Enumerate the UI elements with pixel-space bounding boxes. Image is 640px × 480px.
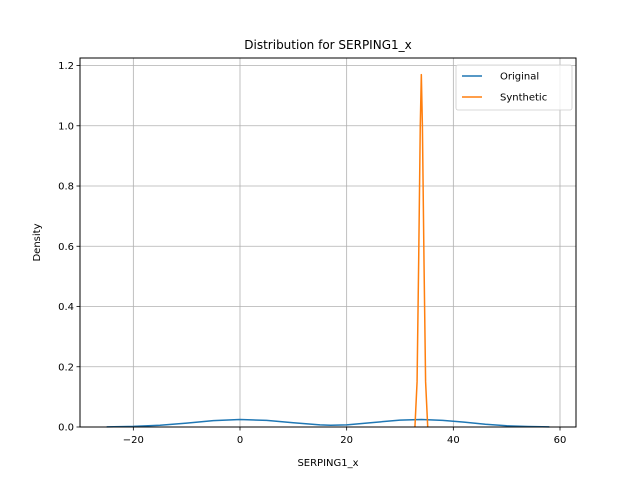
series-line-original xyxy=(106,418,550,428)
y-axis: 0.0 0.2 0.4 0.6 0.8 1.0 1.2 xyxy=(58,61,80,434)
x-tick-label: 40 xyxy=(447,435,460,446)
x-tick-label: 0 xyxy=(237,435,243,446)
y-tick-label: 1.2 xyxy=(58,61,74,72)
legend: Original Synthetic xyxy=(455,64,573,111)
x-tick-label: 20 xyxy=(340,435,353,446)
y-tick-label: 0.2 xyxy=(58,362,74,373)
y-tick-label: 0.4 xyxy=(58,302,74,313)
grid xyxy=(80,58,576,428)
y-tick-label: 1.0 xyxy=(58,121,74,132)
x-axis: −20 0 20 40 60 xyxy=(123,427,567,446)
x-axis-title: SERPING1_x xyxy=(297,458,358,469)
y-tick-label: 0.6 xyxy=(58,242,74,253)
legend-box xyxy=(455,64,573,111)
y-tick-label: 0.0 xyxy=(58,423,74,434)
x-tick-label: 60 xyxy=(554,435,567,446)
x-tick-label: −20 xyxy=(123,435,144,446)
y-tick-label: 0.8 xyxy=(58,182,74,193)
plot-frame xyxy=(79,57,577,428)
series-layer xyxy=(106,73,550,428)
legend-label-synthetic: Synthetic xyxy=(500,93,547,104)
legend-label-original: Original xyxy=(500,72,539,83)
chart-title: Distribution for SERPING1_x xyxy=(244,38,411,52)
series-line-synthetic xyxy=(414,73,429,428)
y-axis-title: Density xyxy=(32,223,43,261)
